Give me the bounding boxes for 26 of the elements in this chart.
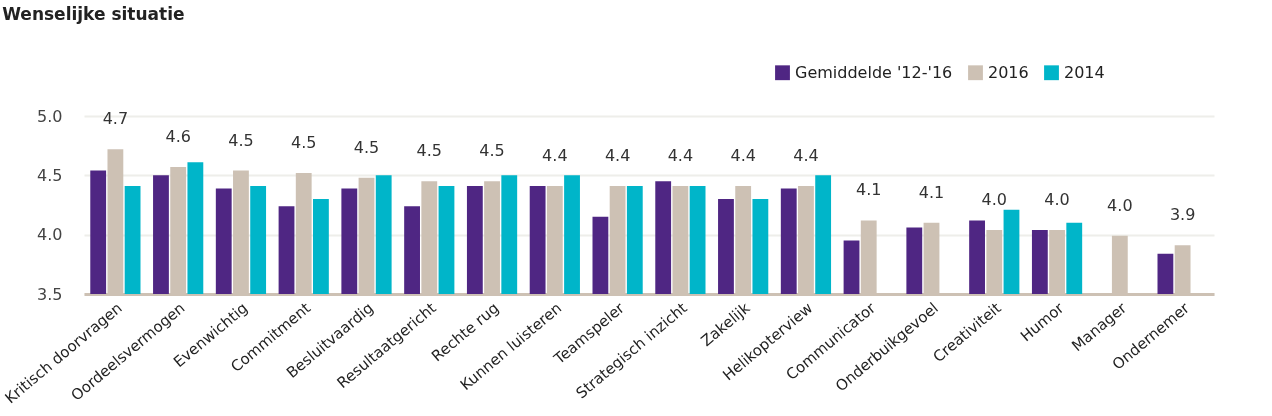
data-label: 4.5	[291, 132, 317, 152]
data-label: 4.1	[856, 180, 882, 200]
data-label: 4.5	[228, 130, 254, 150]
legend-label: 2016	[988, 62, 1029, 82]
data-label: 3.9	[1169, 205, 1196, 225]
data-label: 4.5	[479, 141, 505, 161]
data-label: 4.5	[353, 137, 380, 157]
legend-label: 2014	[1064, 62, 1105, 82]
data-label: 4.4	[793, 146, 819, 166]
y-tick-label: 3.5	[37, 284, 63, 304]
data-label: 4.4	[730, 146, 756, 166]
data-label: 4.0	[1044, 189, 1070, 209]
data-label: 4.1	[918, 182, 945, 202]
data-label: 4.0	[981, 189, 1007, 209]
data-label: 4.4	[542, 146, 568, 166]
chart-title: Wenselijke situatie	[2, 4, 185, 24]
data-label: 4.6	[165, 127, 191, 147]
y-tick-label: 4.5	[37, 165, 63, 185]
data-label: 4.7	[102, 109, 129, 129]
y-tick-label: 5.0	[37, 106, 63, 126]
y-tick-label: 4.0	[37, 225, 63, 245]
data-label: 4.4	[667, 146, 694, 166]
data-label: 4.4	[604, 146, 631, 166]
data-label: 4.5	[416, 141, 442, 161]
legend-label: Gemiddelde '12-'16	[795, 62, 953, 82]
data-label: 4.0	[1107, 195, 1133, 215]
